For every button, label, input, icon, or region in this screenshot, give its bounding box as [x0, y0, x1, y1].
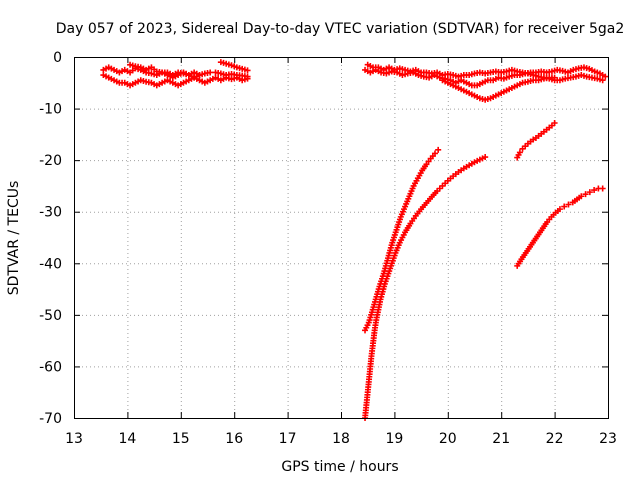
y-tick-label: -60: [39, 359, 62, 375]
data-point: [599, 185, 606, 192]
y-tick-label: -10: [39, 102, 62, 118]
data-point: [516, 149, 523, 156]
data-point: [207, 69, 214, 76]
data-point: [244, 73, 251, 80]
x-tick-label: 20: [439, 431, 457, 447]
x-tick-label: 17: [279, 431, 297, 447]
x-tick-label: 23: [599, 431, 617, 447]
data-point: [602, 73, 609, 80]
y-tick-label: -50: [39, 308, 62, 324]
x-tick-label: 22: [546, 431, 564, 447]
x-tick-label: 18: [332, 431, 350, 447]
y-tick-label: -30: [39, 205, 62, 221]
data-point: [551, 74, 558, 81]
x-tick-label: 19: [385, 431, 403, 447]
x-tick-label: 14: [118, 431, 136, 447]
data-point: [551, 120, 558, 127]
grid: [74, 57, 608, 418]
y-tick-label: -20: [39, 153, 62, 169]
data-point: [482, 154, 489, 161]
chart-title: Day 057 of 2023, Sidereal Day-to-day VTE…: [56, 21, 625, 37]
data-point: [586, 189, 593, 196]
x-tick-label: 16: [225, 431, 243, 447]
data-point: [565, 201, 572, 208]
axis-ticks: [74, 57, 609, 419]
x-tick-label: 15: [172, 431, 190, 447]
data-point: [578, 193, 585, 200]
data-point: [244, 67, 251, 74]
tick-labels: 13 14 15 16 17 18 19 20 21 22 23 0 -10 -20 -30 -40 -50 -6…: [39, 50, 617, 447]
y-tick-label: -40: [39, 256, 62, 272]
data-point: [591, 187, 598, 194]
data-point: [599, 77, 606, 84]
data-point: [431, 150, 438, 157]
y-tick-label: 0: [53, 50, 62, 66]
x-tick-label: 21: [492, 431, 510, 447]
x-tick-label: 13: [65, 431, 83, 447]
data-marks: [100, 59, 609, 421]
data-point: [561, 203, 568, 210]
data-point: [435, 146, 442, 153]
y-axis-label: SDTVAR / TECUs: [6, 181, 22, 296]
x-axis-label: GPS time / hours: [281, 459, 398, 475]
data-point: [582, 191, 589, 198]
data-point: [556, 206, 563, 213]
y-tick-label: -70: [39, 411, 62, 427]
